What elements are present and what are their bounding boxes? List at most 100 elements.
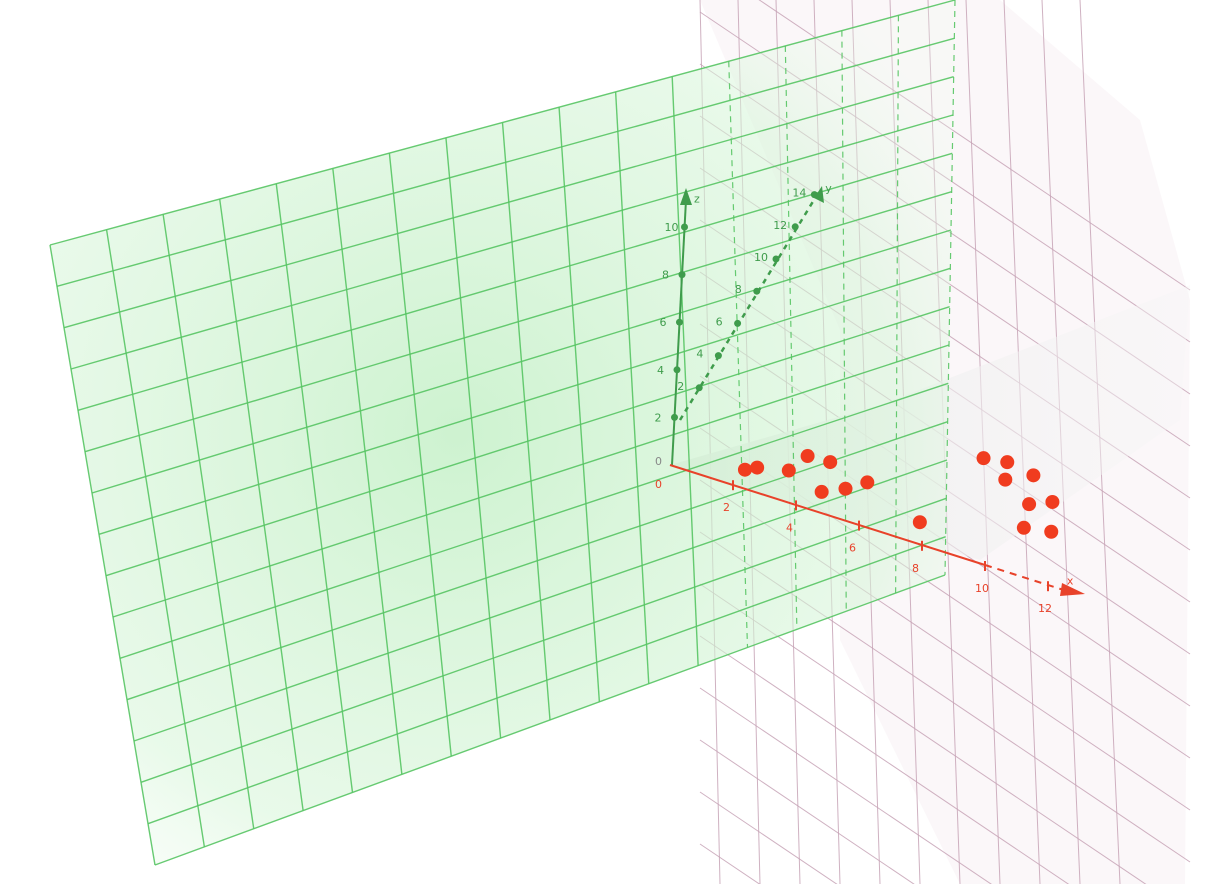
green-grid-line [147, 536, 946, 825]
green-grid-line [501, 122, 551, 721]
y-tick [695, 384, 703, 392]
green-grid-line [895, 15, 900, 594]
z-tick [671, 413, 678, 421]
data-point [814, 484, 829, 499]
green-grid-line [445, 137, 502, 739]
green-grid-line [133, 459, 948, 742]
data-point [750, 460, 765, 475]
pink-grid-line [699, 791, 838, 884]
x-axis-arrow [1060, 583, 1085, 596]
x-tick-label: 2 [723, 501, 730, 514]
green-grid-line [112, 344, 950, 618]
data-point [1000, 455, 1015, 470]
z-tick [681, 223, 688, 231]
z-axis-arrow [680, 188, 692, 205]
data-point [976, 451, 991, 466]
green-grid-line [119, 382, 949, 659]
y-axis-label: y [825, 182, 832, 195]
x-tick-label: 10 [975, 582, 989, 595]
green-grid-line [77, 152, 953, 412]
x-axis [669, 464, 986, 566]
z-tick-label: 8 [662, 269, 669, 282]
origin-label: 0 [655, 478, 662, 491]
green-grid-line [275, 183, 354, 793]
pink-grid-line [699, 583, 1147, 884]
z-tick [673, 366, 681, 374]
origin-label: 0 [655, 455, 662, 468]
green-grid-line [728, 61, 749, 648]
data-point [823, 455, 838, 470]
z-axis-label: z [694, 192, 700, 205]
axis-ticks [671, 191, 1049, 592]
green-grid-line [70, 114, 954, 370]
y-tick-label: 8 [735, 283, 742, 296]
z-tick [676, 318, 683, 326]
green-grid-line [162, 214, 255, 829]
green-grid-line [49, 244, 156, 866]
y-tick-label: 4 [696, 348, 703, 361]
green-grid-line [49, 0, 956, 246]
data-point [998, 472, 1013, 487]
y-axis-arrow [814, 186, 824, 203]
green-grid-line [98, 267, 951, 536]
green-grid-line [841, 30, 847, 612]
green-grid-line [614, 91, 650, 684]
z-tick-label: 10 [665, 221, 679, 234]
green-grid-line [105, 229, 206, 847]
z-tick-label: 2 [655, 411, 662, 424]
y-tick [810, 191, 818, 199]
z-tick [678, 271, 686, 279]
x-tick-label: 6 [849, 542, 856, 555]
green-grid-line [56, 37, 955, 288]
y-tick [772, 255, 780, 263]
xz-plane [49, 0, 956, 866]
y-tick-label: 2 [677, 380, 684, 393]
y-tick-label: 14 [792, 187, 806, 200]
green-grid-line [218, 198, 304, 811]
green-grid-line [91, 229, 952, 494]
y-tick [753, 287, 761, 295]
y-tick [791, 223, 799, 231]
pink-grid-line [699, 635, 1070, 884]
x-tick-label: 8 [912, 562, 919, 575]
green-grid-line [558, 107, 601, 702]
green-grid-line [944, 0, 956, 576]
data-point [1016, 520, 1031, 535]
green-grid-line [126, 421, 948, 701]
green-grid-line [671, 76, 699, 666]
y-tick-label: 12 [773, 219, 787, 232]
green-grid-line [332, 168, 403, 775]
z-tick-label: 4 [657, 364, 664, 377]
data-point [781, 463, 796, 478]
x-tick-label: 12 [1038, 602, 1052, 615]
green-grid-line [140, 497, 947, 783]
green-grid-line [84, 190, 952, 453]
data-points [737, 449, 1060, 539]
z-tick-label: 6 [660, 316, 667, 329]
y-tick-label: 6 [716, 315, 723, 328]
x-axis-label: x [1067, 574, 1074, 587]
pink-grid-line [699, 687, 992, 884]
data-point [860, 475, 875, 490]
data-point [1044, 524, 1059, 539]
y-tick [714, 352, 722, 360]
data-point [838, 481, 853, 496]
data-point [737, 462, 752, 477]
pink-grid-line [699, 739, 915, 884]
green-grid-line [154, 574, 946, 866]
green-grid-line [784, 45, 798, 630]
y-tick [734, 319, 742, 327]
data-point [1022, 497, 1037, 512]
y-tick-label: 10 [754, 251, 768, 264]
data-point [1026, 468, 1041, 483]
data-point [800, 449, 815, 464]
x-tick-label: 4 [786, 521, 793, 534]
x-axis-dashed [984, 564, 1071, 593]
data-point [912, 515, 927, 530]
green-grid-line [388, 153, 452, 757]
data-point [1045, 494, 1060, 509]
green-grid-line [105, 305, 950, 577]
green-grid-line [63, 75, 954, 329]
